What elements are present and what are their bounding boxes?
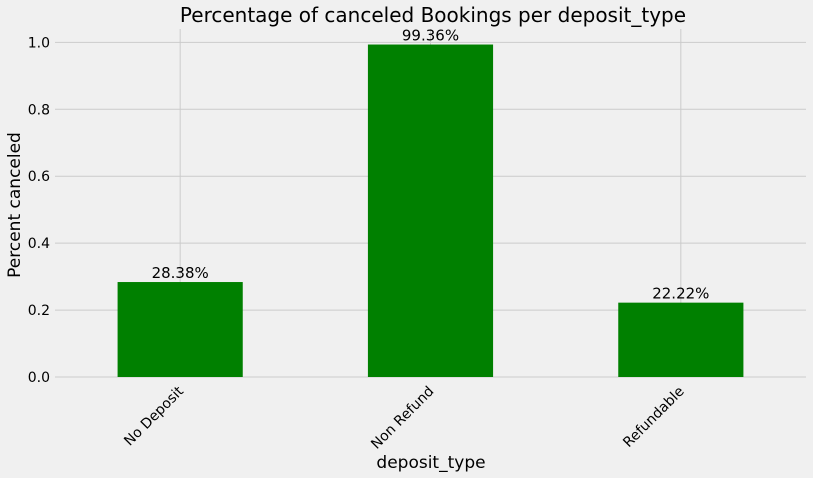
y-tick-label: 0.8 xyxy=(28,102,50,118)
bars xyxy=(117,44,744,377)
x-axis-label: deposit_type xyxy=(376,453,485,473)
y-tick-label: 0.4 xyxy=(28,236,50,252)
y-tick-label: 0.6 xyxy=(28,169,50,185)
bar xyxy=(117,282,243,377)
y-tick-label: 1.0 xyxy=(28,35,50,51)
y-axis-label: Percent canceled xyxy=(5,132,25,278)
chart-title: Percentage of canceled Bookings per depo… xyxy=(180,3,686,27)
y-tick-label: 0.0 xyxy=(28,370,50,386)
bar xyxy=(367,44,494,377)
bar-value-label: 99.36% xyxy=(402,27,459,45)
bar-value-label: 28.38% xyxy=(152,264,209,282)
bar-value-label: 22.22% xyxy=(652,285,709,303)
bar xyxy=(618,302,744,377)
y-tick-label: 0.2 xyxy=(28,303,50,319)
data-labels: 28.38% 99.36% 22.22% xyxy=(152,27,710,303)
y-axis-ticks: 0.0 0.2 0.4 0.6 0.8 1.0 xyxy=(28,35,50,386)
